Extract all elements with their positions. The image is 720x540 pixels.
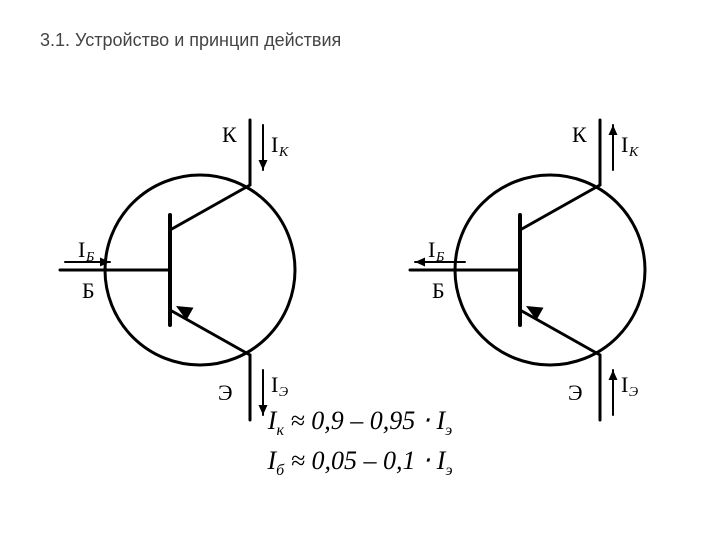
f2-rhs-sub: э — [445, 462, 452, 479]
f2-mid: ≈ 0,05 – 0,1 ⋅ — [284, 446, 437, 475]
svg-text:К: К — [572, 122, 587, 147]
svg-text:I: I — [621, 132, 628, 157]
f2-lhs: I — [268, 446, 277, 475]
svg-text:I: I — [428, 237, 435, 262]
svg-text:I: I — [621, 372, 628, 397]
f1-rhs: I — [436, 406, 445, 435]
svg-text:Э: Э — [279, 385, 288, 400]
transistor-diagrams: КIКЭIЭБIБКIКЭIЭБIБ — [0, 70, 720, 430]
f1-rhs-sub: э — [445, 422, 452, 439]
svg-text:К: К — [628, 145, 639, 160]
svg-text:Б: Б — [82, 278, 95, 303]
svg-text:Б: Б — [432, 278, 445, 303]
svg-text:I: I — [78, 237, 85, 262]
formula-2: Iб ≈ 0,05 – 0,1 ⋅ Iэ — [0, 446, 720, 480]
svg-text:I: I — [271, 372, 278, 397]
formula-area: Iк ≈ 0,9 – 0,95 ⋅ Iэ Iб ≈ 0,05 – 0,1 ⋅ I… — [0, 400, 720, 486]
svg-text:К: К — [278, 145, 289, 160]
formula-1: Iк ≈ 0,9 – 0,95 ⋅ Iэ — [0, 406, 720, 440]
svg-text:Э: Э — [629, 385, 638, 400]
diagram-area: КIКЭIЭБIБКIКЭIЭБIБ — [0, 70, 720, 370]
section-title: 3.1. Устройство и принцип действия — [40, 30, 341, 51]
svg-text:Б: Б — [85, 250, 94, 265]
svg-text:К: К — [222, 122, 237, 147]
svg-text:Б: Б — [435, 250, 444, 265]
f1-mid: ≈ 0,9 – 0,95 ⋅ — [284, 406, 437, 435]
f2-lhs-sub: б — [276, 462, 284, 479]
f1-lhs-sub: к — [276, 422, 283, 439]
svg-text:I: I — [271, 132, 278, 157]
